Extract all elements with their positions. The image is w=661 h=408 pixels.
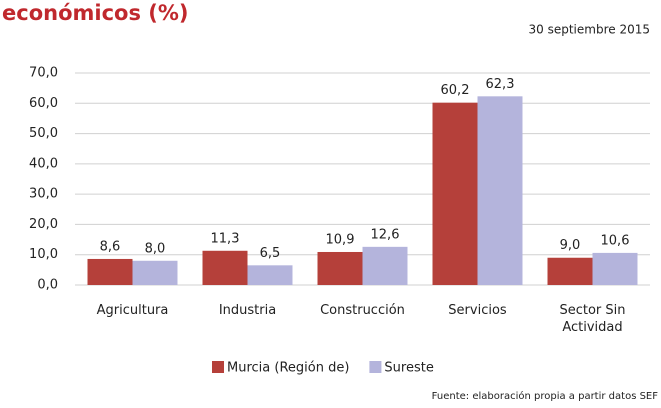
y-tick-label: 60,0 <box>29 96 58 111</box>
value-label: 9,0 <box>560 238 581 253</box>
y-tick-label: 20,0 <box>29 217 58 232</box>
value-label: 11,3 <box>211 231 240 246</box>
value-label: 62,3 <box>486 77 515 92</box>
value-label: 10,9 <box>326 232 355 247</box>
bar <box>202 250 248 285</box>
x-tick-label: Industria <box>218 303 277 318</box>
y-tick-label: 0,0 <box>37 278 58 293</box>
chart-title: económicos (%) <box>2 1 189 25</box>
legend-swatch <box>212 361 224 373</box>
bar <box>317 251 363 285</box>
x-tick-label: Construcción <box>320 303 405 318</box>
y-tick-label: 10,0 <box>29 247 58 262</box>
bar <box>87 258 133 285</box>
y-tick-label: 40,0 <box>29 156 58 171</box>
x-tick-label: Servicios <box>448 303 507 318</box>
x-tick-label: Agricultura <box>96 303 169 318</box>
bar <box>477 96 523 285</box>
bar <box>547 257 593 285</box>
legend-label: Murcia (Región de) <box>227 361 349 376</box>
bar <box>592 252 638 285</box>
bar <box>432 102 478 286</box>
value-label: 60,2 <box>441 83 470 98</box>
y-tick-label: 30,0 <box>29 187 58 202</box>
bar <box>247 265 293 285</box>
value-label: 8,0 <box>145 241 166 256</box>
source-note: Fuente: elaboración propia a partir dato… <box>432 390 659 402</box>
value-label: 12,6 <box>371 227 400 242</box>
x-tick-label: Sector Sin Actividad <box>559 303 626 335</box>
legend-label: Sureste <box>384 361 433 376</box>
bar <box>362 246 408 285</box>
value-label: 6,5 <box>260 246 281 261</box>
y-tick-label: 50,0 <box>29 126 58 141</box>
legend-swatch <box>369 361 382 373</box>
y-tick-label: 70,0 <box>29 66 58 81</box>
value-label: 8,6 <box>100 239 121 254</box>
chart-date: 30 septiembre 2015 <box>529 23 650 37</box>
value-label: 10,6 <box>601 233 630 248</box>
bar <box>132 260 178 285</box>
